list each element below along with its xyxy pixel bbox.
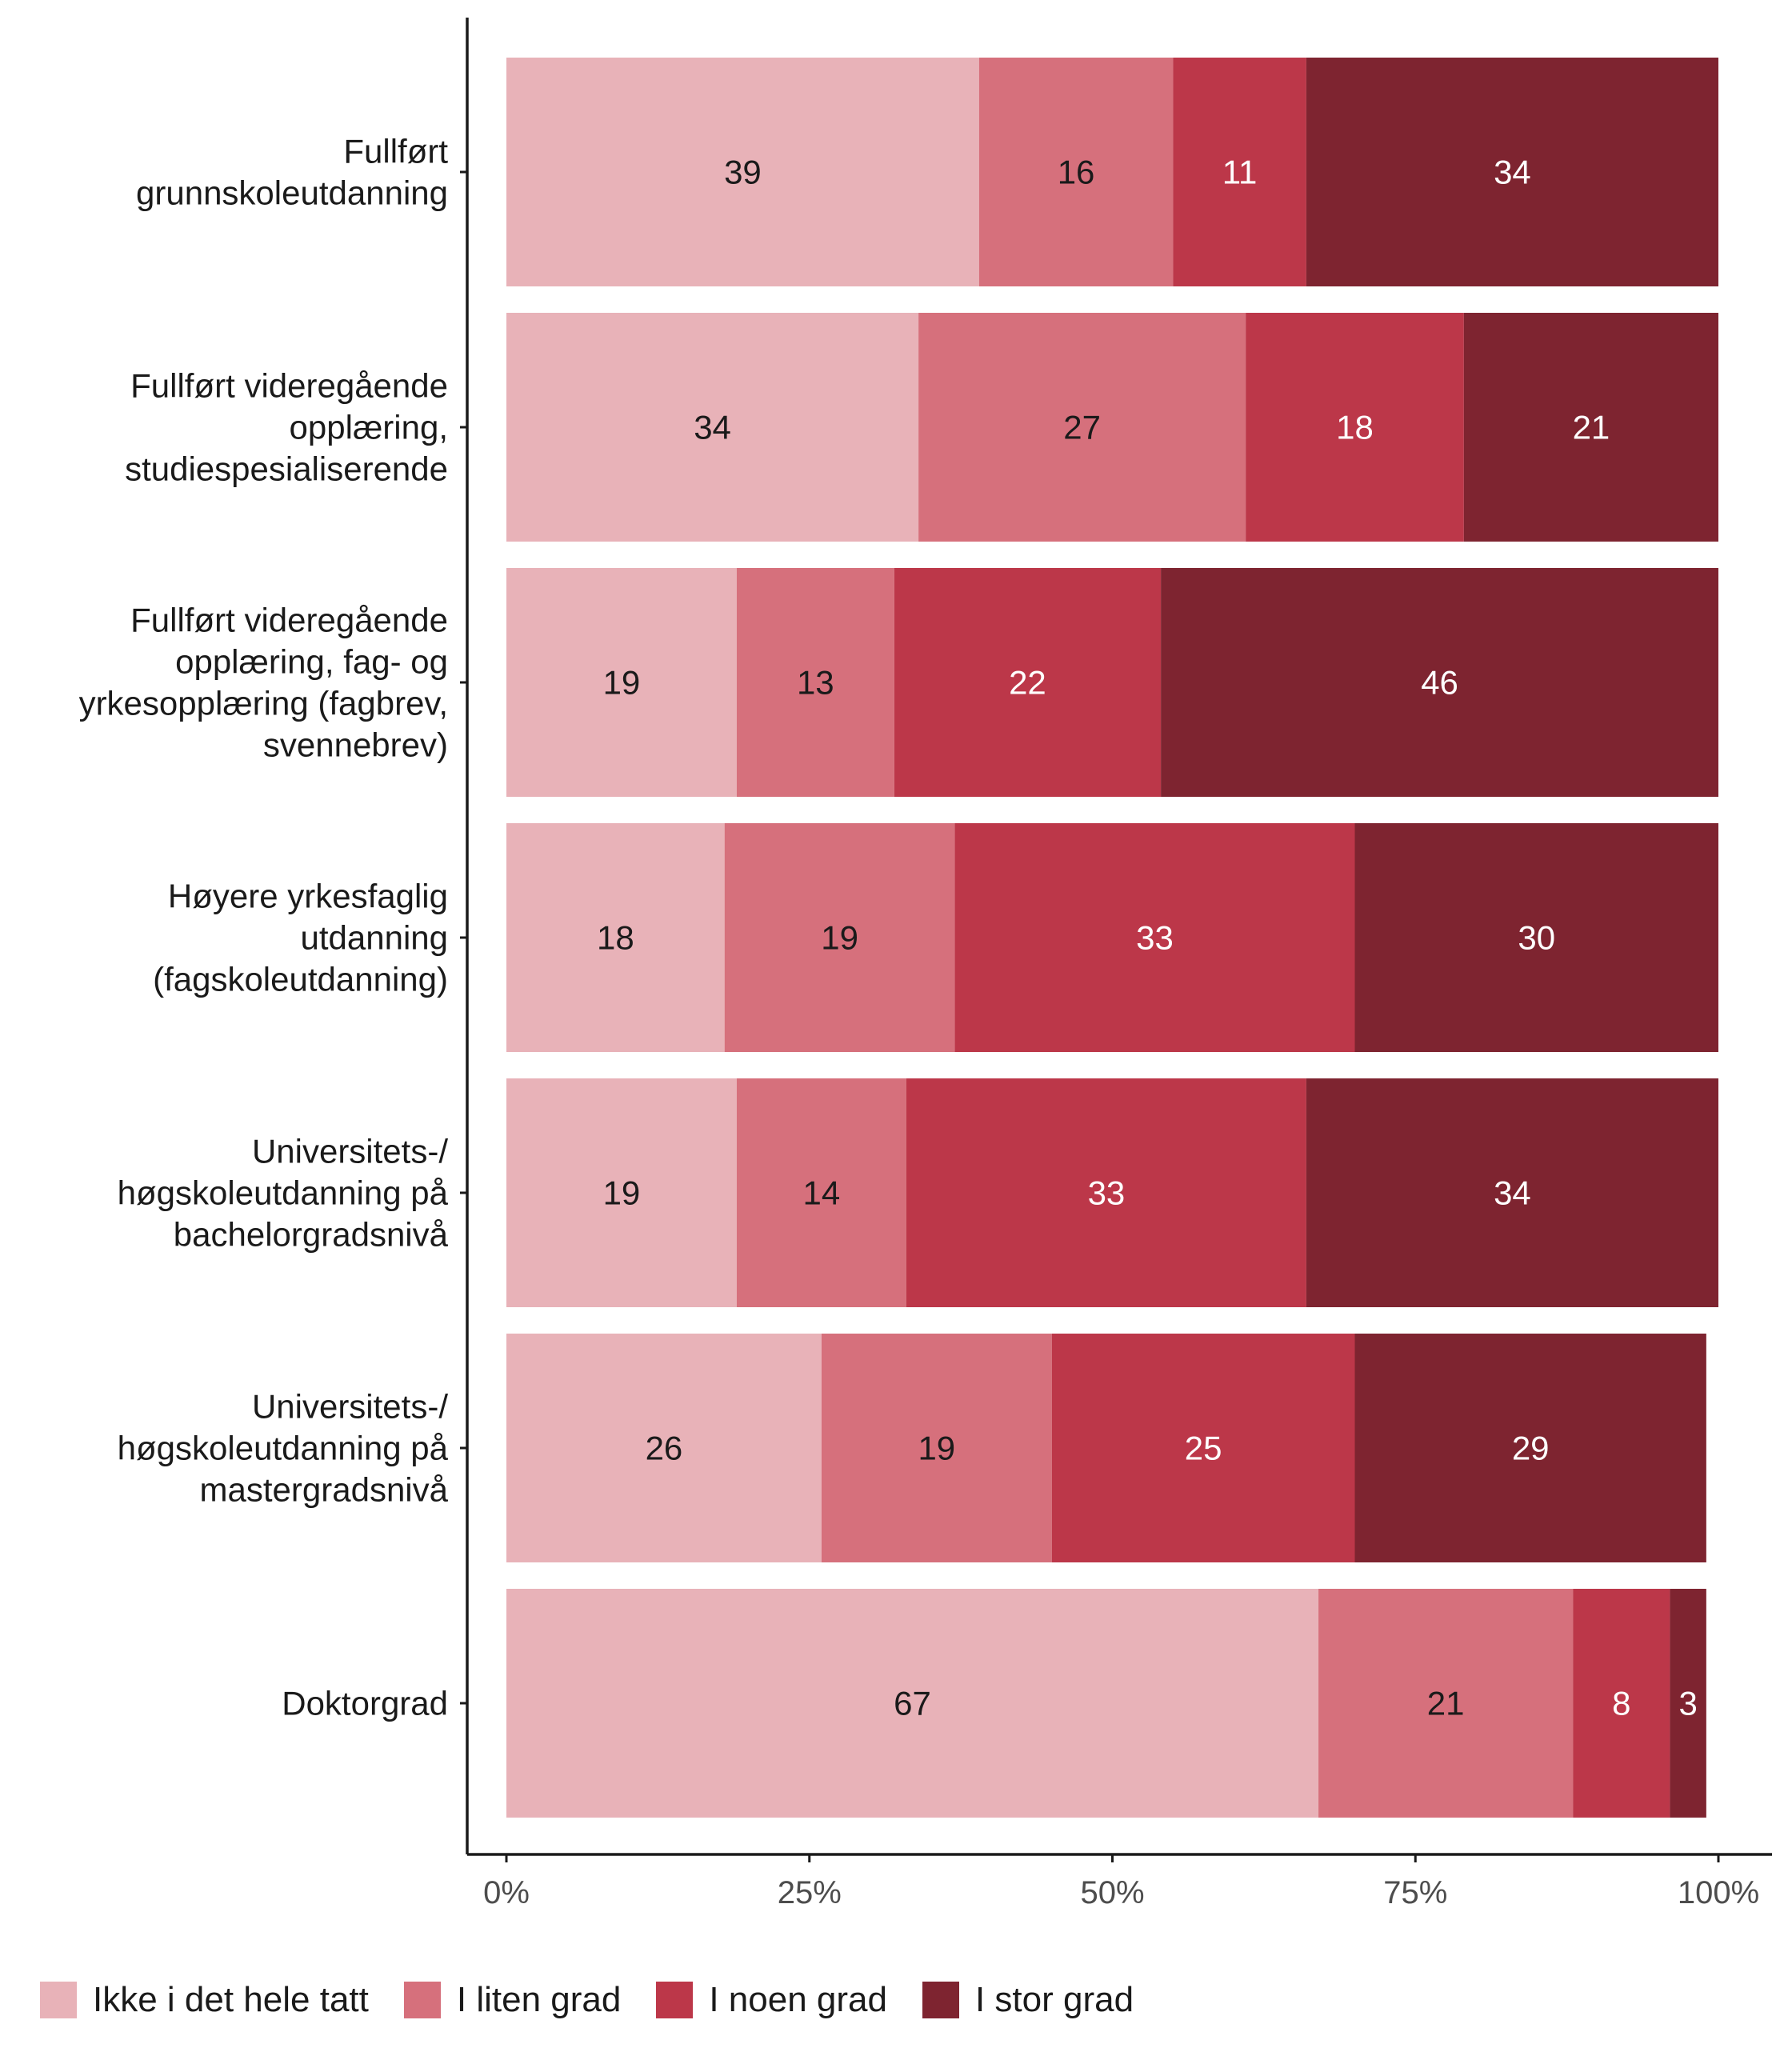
category-label: opplæring, (290, 409, 448, 446)
bar-value-label: 39 (724, 154, 762, 191)
bar-segment (1463, 313, 1718, 542)
bar-value-label: 34 (1494, 154, 1531, 191)
bar-segment (506, 568, 737, 797)
bar-segment (1354, 823, 1718, 1052)
bar-segment (1161, 568, 1718, 797)
bar-segment (736, 1078, 906, 1307)
category-label: Fullført videregående (130, 602, 448, 639)
category-label: høgskoleutdanning på (118, 1174, 449, 1212)
stacked-bar-chart: 39 16 11 34 Fullført grunnskoleutdanning 34 27 1… (79, 18, 1772, 1910)
legend-swatch (656, 1982, 694, 2018)
legend-label: I stor grad (974, 1980, 1134, 2019)
bar-segment (978, 58, 1174, 286)
category-label: (fagskoleutdanning) (153, 961, 448, 998)
bar-value-label: 33 (1136, 919, 1174, 957)
legend-label: Ikke i det hele tatt (93, 1980, 369, 2019)
category-label: høgskoleutdanning på (118, 1430, 449, 1467)
bar-value-label: 8 (1612, 1685, 1630, 1722)
bar-value-label: 19 (918, 1430, 955, 1467)
legend-swatch (403, 1982, 441, 2018)
bar-value-label: 34 (1494, 1174, 1531, 1212)
bar-segment (1173, 58, 1306, 286)
bar-value-label: 30 (1518, 919, 1555, 957)
legend-item: I noen grad (656, 1980, 887, 2020)
legend-label: I noen grad (709, 1980, 887, 2019)
bar-value-label: 19 (603, 1174, 641, 1212)
category-label: bachelorgradsnivå (174, 1216, 449, 1254)
bar-segment (506, 58, 979, 286)
category-label: opplæring, fag- og (175, 643, 448, 681)
x-tick-label: 0% (483, 1875, 530, 1910)
bar-value-label: 67 (894, 1685, 931, 1722)
bar-value-label: 3 (1678, 1685, 1697, 1722)
bar-segment (506, 1589, 1319, 1818)
category-label: mastergradsnivå (200, 1471, 449, 1509)
legend-item: Ikke i det hele tatt (40, 1980, 369, 2020)
legend-label: I liten grad (456, 1980, 622, 2019)
bar-segment (1051, 1334, 1355, 1562)
bar-segment (1318, 1589, 1574, 1818)
bar-segment (506, 1334, 822, 1562)
bar-segment (1573, 1589, 1670, 1818)
category-label: Universitets-/ (252, 1133, 448, 1170)
category-label: Høyere yrkesfaglig (168, 878, 448, 915)
bar-value-label: 16 (1058, 154, 1095, 191)
category-label: Fullført videregående (130, 367, 448, 405)
bar-value-label: 22 (1009, 664, 1046, 702)
bar-value-label: 14 (803, 1174, 841, 1212)
bar-segment (1354, 1334, 1706, 1562)
bar-value-label: 18 (597, 919, 634, 957)
legend-swatch (922, 1982, 959, 2018)
legend-swatch (40, 1982, 77, 2018)
bar-value-label: 34 (694, 409, 731, 446)
bar-segment (506, 1078, 737, 1307)
category-label: Doktorgrad (282, 1685, 448, 1722)
bar-value-label: 46 (1421, 664, 1458, 702)
x-tick-label: 50% (1080, 1875, 1144, 1910)
bar-value-label: 21 (1573, 409, 1610, 446)
x-tick-label: 75% (1383, 1875, 1447, 1910)
bar-segment (506, 313, 919, 542)
bar-segment (906, 1078, 1306, 1307)
bar-value-label: 21 (1427, 1685, 1465, 1722)
category-label: grunnskoleutdanning (136, 174, 448, 212)
category-label: studiespesialiserende (125, 450, 448, 488)
bar-value-label: 33 (1088, 1174, 1126, 1212)
bar-segment (954, 823, 1355, 1052)
bar-value-label: 26 (646, 1430, 683, 1467)
bar-value-label: 27 (1063, 409, 1101, 446)
bar-segment (894, 568, 1162, 797)
category-label: svennebrev) (263, 726, 448, 764)
bar-value-label: 11 (1222, 154, 1258, 191)
x-tick-label: 100% (1678, 1875, 1759, 1910)
bar-segment (918, 313, 1246, 542)
bar-value-label: 25 (1185, 1430, 1222, 1467)
category-label: Fullført (343, 133, 448, 170)
legend-item: I stor grad (922, 1980, 1134, 2020)
category-label: yrkesopplæring (fagbrev, (79, 685, 448, 722)
bar-segment (1670, 1589, 1706, 1818)
bar-value-label: 19 (603, 664, 641, 702)
category-label: Universitets-/ (252, 1388, 448, 1426)
bar-segment (736, 568, 894, 797)
bar-segment (506, 823, 725, 1052)
bar-value-label: 13 (797, 664, 834, 702)
bar-segment (724, 823, 955, 1052)
bar-value-label: 29 (1512, 1430, 1550, 1467)
bar-value-label: 19 (821, 919, 858, 957)
bar-segment (1306, 1078, 1718, 1307)
bar-segment (1306, 58, 1718, 286)
x-tick-label: 25% (778, 1875, 842, 1910)
bar-segment (821, 1334, 1052, 1562)
legend: Ikke i det hele tatt I liten grad I noen g… (40, 1972, 1169, 2028)
legend-item: I liten grad (403, 1980, 622, 2020)
bar-value-label: 18 (1336, 409, 1374, 446)
bar-segment (1246, 313, 1464, 542)
category-label: utdanning (300, 919, 448, 957)
